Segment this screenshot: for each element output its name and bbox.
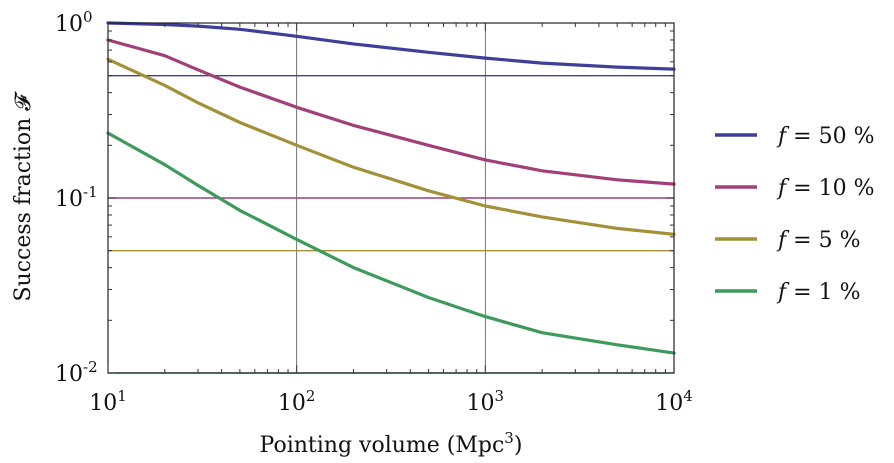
legend-label: f = 1 %	[776, 280, 860, 305]
minor-ticks	[107, 23, 674, 374]
x-axis-title: Pointing volume (Mpc3)	[260, 429, 523, 458]
legend: f = 50 % f = 10 % f = 5 % f = 1 %	[715, 124, 874, 305]
legend-label: f = 50 %	[776, 124, 874, 149]
x-tick-label: 103	[467, 387, 505, 416]
x-tick-labels: 101 102 103 104	[89, 387, 693, 416]
x-tick-label: 102	[278, 387, 316, 416]
series-line	[106, 38, 676, 186]
x-tick-label: 104	[655, 387, 693, 416]
series-line	[106, 131, 676, 355]
series-line	[106, 21, 676, 71]
y-tick-labels: 100 10-1 10-2	[55, 8, 98, 387]
y-axis-title: Success fraction 𝓕	[11, 91, 36, 302]
series-lines	[106, 21, 676, 355]
legend-label: f = 10 %	[776, 176, 874, 201]
x-tick-label: 101	[89, 387, 127, 416]
y-tick-label: 10-2	[55, 358, 98, 387]
y-tick-label: 10-1	[55, 183, 98, 212]
series-line	[106, 57, 676, 236]
legend-label: f = 5 %	[776, 228, 860, 253]
y-tick-label: 100	[55, 8, 93, 37]
